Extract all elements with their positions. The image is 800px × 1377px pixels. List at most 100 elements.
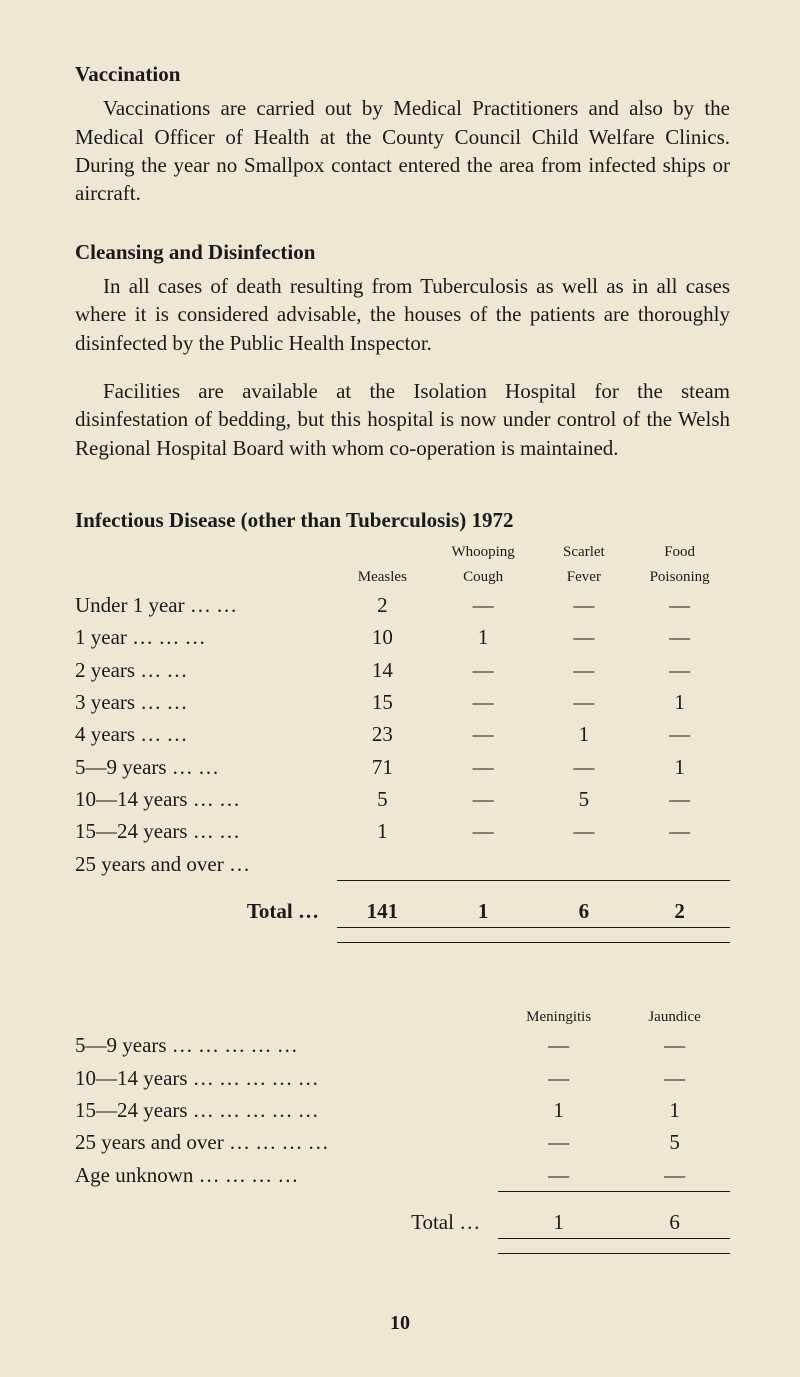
cell [428, 848, 539, 880]
page-number: 10 [0, 1310, 800, 1337]
table-row: 5—9 years … … … … …—— [75, 1029, 730, 1061]
cell: — [428, 589, 539, 621]
cleansing-paragraph-1: In all cases of death resulting from Tub… [75, 272, 730, 357]
row-label: 4 years … … [75, 718, 337, 750]
table-row: 3 years … …15——1 [75, 686, 730, 718]
cell: — [619, 1062, 730, 1094]
table-row: 4 years … …23—1— [75, 718, 730, 750]
cell: 1 [629, 686, 730, 718]
row-label: 2 years … … [75, 654, 337, 686]
cell: 1 [619, 1094, 730, 1126]
total-whooping: 1 [428, 895, 539, 928]
cell: — [629, 718, 730, 750]
table-row: 10—14 years … …5—5— [75, 783, 730, 815]
row-label: 3 years … … [75, 686, 337, 718]
table2-total-row: Total … 1 6 [75, 1206, 730, 1239]
row-label: 25 years and over … … … … [75, 1126, 498, 1158]
table1-total-label: Total … [75, 895, 337, 928]
cell: — [539, 589, 630, 621]
cell: — [629, 815, 730, 847]
cell: — [428, 654, 539, 686]
col-scarlet-l2: Fever [539, 565, 630, 589]
cell: — [629, 621, 730, 653]
table-row: 1 year … … …101—— [75, 621, 730, 653]
table-row: 25 years and over … [75, 848, 730, 880]
cell [337, 848, 428, 880]
cell: — [539, 686, 630, 718]
cleansing-heading: Cleansing and Disinfection [75, 238, 730, 266]
cell: — [428, 783, 539, 815]
cleansing-paragraph-2: Facilities are available at the Isolatio… [75, 377, 730, 462]
cell: 5 [539, 783, 630, 815]
cell: — [428, 751, 539, 783]
cell: — [428, 718, 539, 750]
table-row: 25 years and over … … … …—5 [75, 1126, 730, 1158]
cell: 71 [337, 751, 428, 783]
table-row: 15—24 years … … … … …11 [75, 1094, 730, 1126]
cell: 1 [629, 751, 730, 783]
cell: — [629, 654, 730, 686]
cell: — [629, 589, 730, 621]
total-jaundice: 6 [619, 1206, 730, 1239]
cell: 15 [337, 686, 428, 718]
row-label: 10—14 years … … [75, 783, 337, 815]
cell: — [539, 751, 630, 783]
cell: — [498, 1029, 619, 1061]
table-row: 15—24 years … …1——— [75, 815, 730, 847]
cell: — [539, 815, 630, 847]
cell [539, 848, 630, 880]
row-label: 5—9 years … … [75, 751, 337, 783]
col-whooping-l2: Cough [428, 565, 539, 589]
cell: 23 [337, 718, 428, 750]
page: Vaccination Vaccinations are carried out… [0, 0, 800, 1377]
table2-total-label: Total … [75, 1206, 498, 1239]
row-label: 15—24 years … … … … … [75, 1094, 498, 1126]
col-measles: Measles [337, 565, 428, 589]
cell: 1 [539, 718, 630, 750]
table1-title: Infectious Disease (other than Tuberculo… [75, 506, 730, 534]
table-row: Under 1 year … …2——— [75, 589, 730, 621]
cell: 1 [498, 1094, 619, 1126]
cell: — [498, 1062, 619, 1094]
cell: — [619, 1159, 730, 1192]
col-jaundice: Jaundice [619, 1005, 730, 1029]
col-food-l2: Poisoning [629, 565, 730, 589]
row-label: 25 years and over … [75, 848, 337, 880]
col-food-l1: Food [629, 540, 730, 564]
cell: 10 [337, 621, 428, 653]
vaccination-heading: Vaccination [75, 60, 730, 88]
table-row: 2 years … …14——— [75, 654, 730, 686]
cell: 5 [619, 1126, 730, 1158]
meningitis-jaundice-table: Meningitis Jaundice 5—9 years … … … … …—… [75, 1005, 730, 1268]
row-label: 1 year … … … [75, 621, 337, 653]
cell: 1 [428, 621, 539, 653]
table-row: Age unknown … … … …—— [75, 1159, 730, 1192]
col-whooping-l1: Whooping [428, 540, 539, 564]
cell: — [498, 1159, 619, 1192]
table-row: 10—14 years … … … … …—— [75, 1062, 730, 1094]
col-meningitis: Meningitis [498, 1005, 619, 1029]
table2-header-row: Meningitis Jaundice [75, 1005, 730, 1029]
total-food: 2 [629, 895, 730, 928]
row-label: Age unknown … … … … [75, 1159, 498, 1192]
row-label: 15—24 years … … [75, 815, 337, 847]
cell: — [539, 621, 630, 653]
total-scarlet: 6 [539, 895, 630, 928]
table1-header-row1: Whooping Scarlet Food [75, 540, 730, 564]
total-meningitis: 1 [498, 1206, 619, 1239]
table1-total-row: Total … 141 1 6 2 [75, 895, 730, 928]
total-measles: 141 [337, 895, 428, 928]
cell [629, 848, 730, 880]
cell: — [619, 1029, 730, 1061]
col-scarlet-l1: Scarlet [539, 540, 630, 564]
cell: 14 [337, 654, 428, 686]
row-label: Under 1 year … … [75, 589, 337, 621]
cell: — [539, 654, 630, 686]
cell: — [629, 783, 730, 815]
cell: 5 [337, 783, 428, 815]
cell: 1 [337, 815, 428, 847]
table1-header-row2: Measles Cough Fever Poisoning [75, 565, 730, 589]
infectious-disease-table: Whooping Scarlet Food Measles Cough Feve… [75, 540, 730, 956]
table-row: 5—9 years … …71——1 [75, 751, 730, 783]
vaccination-paragraph: Vaccinations are carried out by Medical … [75, 94, 730, 207]
